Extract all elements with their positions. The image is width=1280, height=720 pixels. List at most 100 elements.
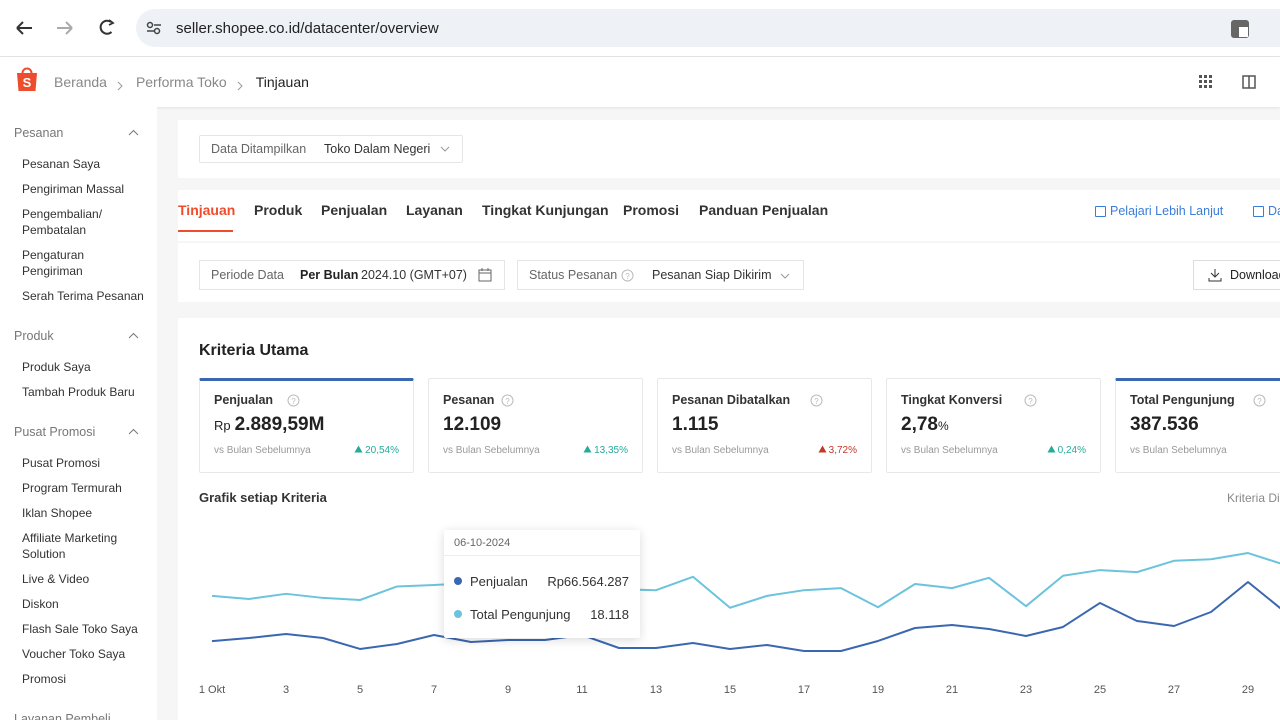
breadcrumb-item[interactable]: Performa Toko	[135, 74, 227, 90]
chart-selector[interactable]: Kriteria Di	[1227, 491, 1280, 505]
menu-item[interactable]: Pengaturan Pengiriman	[22, 247, 85, 278]
x-tick-label: 15	[724, 684, 736, 696]
x-tick-label: 17	[798, 684, 810, 696]
sidebar: Pesanan Pesanan Saya Pengiriman Massal Peng…	[0, 107, 157, 720]
menu-item[interactable]: Diskon	[22, 596, 59, 611]
svg-text:?: ?	[814, 397, 819, 406]
download-label: Download	[1230, 268, 1280, 282]
breadcrumb-item: Tinjauan	[255, 74, 309, 90]
shopee-logo[interactable]: S	[15, 66, 39, 92]
tab[interactable]: Layanan	[406, 202, 463, 218]
help-icon: ?	[287, 394, 300, 412]
active-tab-underline	[178, 230, 233, 232]
metric-compare: vs Bulan Sebelumnya	[672, 445, 769, 456]
metric-number: 2.889,59M	[234, 414, 325, 435]
x-tick-label: 1 Okt	[199, 684, 225, 696]
menu-item[interactable]: Pengembalian/ Pembatalan	[22, 206, 103, 237]
tooltip-value: 18.118	[590, 607, 629, 622]
metric-number: 12.109	[443, 414, 502, 435]
metric-name: Total Pengunjung	[1130, 393, 1235, 407]
metric-change: 20,54%	[354, 445, 399, 456]
metric-value: 2,78%	[901, 414, 949, 436]
tab-link[interactable]: Da	[1268, 204, 1280, 218]
tab-link-icon	[1095, 206, 1106, 217]
x-tick-label: 5	[357, 684, 363, 696]
tooltip-divider	[444, 555, 640, 556]
metric-card[interactable]: Pesanan Dibatalkan? 1.115 vs Bulan Sebelum…	[657, 378, 872, 473]
x-tick-label: 7	[431, 684, 437, 696]
tab[interactable]: Promosi	[623, 202, 680, 218]
x-tick-label: 25	[1094, 684, 1106, 696]
menu-item[interactable]: Live & Video	[22, 571, 90, 586]
tab[interactable]: Tingkat Kunjungan	[482, 202, 609, 218]
menu-item[interactable]: Voucher Toko Saya	[22, 646, 126, 661]
display-dropdown[interactable]: Data Ditampilkan Toko Dalam Negeri	[199, 135, 463, 163]
download-button[interactable]: Download	[1193, 260, 1280, 290]
metric-change: 13,35%	[583, 445, 628, 456]
change-value: 3,72%	[828, 445, 857, 456]
status-value: Pesanan Siap Dikirim	[652, 268, 772, 282]
menu-item[interactable]: Affiliate Marketing Solution	[22, 530, 118, 561]
period-picker[interactable]: Periode Data Per Bulan 2024.10 (GMT+07)	[199, 260, 505, 290]
breadcrumb-separator	[116, 78, 126, 91]
svg-text:?: ?	[291, 397, 296, 406]
tab-link-icon	[1253, 206, 1264, 217]
menu-group: Pusat Promosi Pusat Promosi Program Termur…	[0, 424, 157, 691]
svg-text:?: ?	[625, 272, 630, 281]
menu-item[interactable]: Promosi	[22, 671, 67, 686]
metric-value: 12.109	[443, 414, 501, 436]
metric-name: Pesanan	[443, 393, 495, 407]
menu-group: Pesanan Pesanan Saya Pengiriman Massal Peng…	[0, 125, 157, 308]
menu-item[interactable]: Pesanan Saya	[22, 156, 101, 171]
metric-card[interactable]: Penjualan? Rp 2.889,59M vs Bulan Sebelumnya…	[199, 378, 414, 473]
status-dropdown[interactable]: Status Pesanan ? Pesanan Siap Dikirim	[517, 260, 804, 290]
period-mode: Per Bulan	[300, 268, 359, 282]
menu-item[interactable]: Tambah Produk Baru	[22, 384, 135, 399]
menu-item[interactable]: Program Termurah	[22, 480, 122, 495]
metric-change: 0,24%	[1047, 445, 1086, 456]
menu-group-title[interactable]: Pusat Promosi	[0, 424, 157, 450]
chart-title: Grafik setiap Kriteria	[199, 490, 327, 505]
menu-group-title[interactable]: Layanan Pembeli	[14, 712, 111, 720]
metric-name: Penjualan	[214, 393, 274, 407]
menu-item[interactable]: Serah Terima Pesanan	[22, 288, 144, 303]
metric-prefix: Rp	[214, 418, 231, 433]
svg-text:?: ?	[506, 397, 511, 406]
calendar-icon	[478, 268, 492, 282]
address-bar[interactable]: seller.shopee.co.id/datacenter/overview	[136, 9, 1280, 47]
x-tick-label: 11	[576, 684, 587, 696]
metric-value: 387.536	[1130, 414, 1199, 436]
x-tick-label: 29	[1242, 684, 1254, 696]
metric-number: 2,78	[901, 414, 938, 435]
change-value: 13,35%	[594, 445, 628, 456]
menu-item[interactable]: Flash Sale Toko Saya	[22, 621, 138, 636]
tab[interactable]: Panduan Penjualan	[699, 202, 829, 218]
metric-card[interactable]: Pesanan? 12.109 vs Bulan Sebelumnya 13,35%	[428, 378, 643, 473]
menu-group-title[interactable]: Pesanan	[0, 125, 157, 151]
menu-item[interactable]: Pengiriman Massal	[22, 181, 125, 196]
menu-group-title[interactable]: Produk	[0, 328, 157, 354]
metric-card[interactable]: Total Pengunjung? 387.536 vs Bulan Sebelum…	[1115, 378, 1280, 473]
metric-compare: vs Bulan Sebelumnya	[901, 445, 998, 456]
menu-item[interactable]: Produk Saya	[22, 359, 91, 374]
nav-buttons[interactable]	[14, 18, 124, 38]
metric-card[interactable]: Tingkat Konversi? 2,78% vs Bulan Sebelumny…	[886, 378, 1101, 473]
change-value: 0,24%	[1057, 445, 1086, 456]
tab[interactable]: Penjualan	[321, 202, 388, 218]
collapse-icon	[128, 328, 139, 344]
dropdown-value: Toko Dalam Negeri	[324, 142, 431, 156]
menu-item[interactable]: Pusat Promosi	[22, 455, 101, 470]
tab-link[interactable]: Pelajari Lebih Lanjut	[1110, 204, 1224, 218]
menu-item[interactable]: Iklan Shopee	[22, 505, 93, 520]
breadcrumb-item[interactable]: Beranda	[54, 74, 107, 90]
tooltip-series: Total Pengunjung	[470, 607, 571, 622]
metric-compare: vs Bulan Sebelumnya	[1130, 445, 1227, 456]
translate-icon[interactable]	[1230, 19, 1250, 39]
section-title: Kriteria Utama	[199, 342, 309, 359]
site-info-icon[interactable]	[146, 21, 162, 35]
tab[interactable]: Tinjauan	[178, 202, 236, 218]
menu-group: Layanan Pembeli	[0, 711, 157, 720]
tab[interactable]: Produk	[254, 202, 303, 218]
header-icons[interactable]	[1198, 73, 1268, 91]
